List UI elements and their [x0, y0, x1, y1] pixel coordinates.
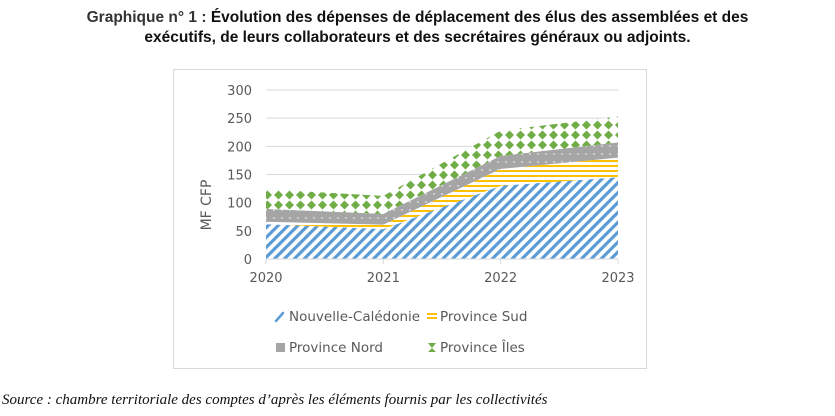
legend-label: Province Nord: [289, 340, 383, 356]
legend-label: Province Sud: [440, 309, 527, 325]
legend-item: Province Sud: [427, 309, 527, 325]
x-tick-label: 2023: [601, 271, 634, 286]
y-tick-label: 100: [227, 197, 252, 212]
y-tick-label: 300: [227, 84, 252, 99]
chart-title-line1: Évolution des dépenses de déplacement de…: [210, 9, 749, 26]
area-province-les: [266, 116, 618, 214]
chart-frame: 0 50 100 150 200 250 300 2020 2021 2022 2023 MF CF…: [173, 69, 647, 369]
y-axis-label: MF CFP: [199, 180, 215, 231]
chart-title-line2: exécutifs, de leurs collaborateurs et de…: [144, 29, 691, 46]
chart-title-lead: Graphique n° 1 :: [86, 9, 207, 26]
area-province-nord: [266, 142, 618, 225]
y-tick-label: 250: [227, 112, 252, 127]
axes: 0 50 100 150 200 250 300 2020 2021 2022 2023: [227, 84, 634, 286]
x-tick-label: 2021: [367, 271, 400, 286]
y-tick-label: 150: [227, 169, 252, 184]
legend-swatch-stripes-icon: [427, 313, 437, 315]
legend-item: Province Îles: [428, 338, 525, 356]
y-tick-label: 200: [227, 140, 252, 155]
y-tick-label: 0: [244, 253, 252, 268]
source-note: Source : chambre territoriale des compte…: [2, 392, 548, 408]
legend-item: Province Nord: [276, 340, 383, 356]
legend-label: Province Îles: [440, 338, 525, 356]
legend-swatch-diamond-icon: [428, 343, 436, 352]
stacked-area-chart: 0 50 100 150 200 250 300 2020 2021 2022 2023 MF CF…: [199, 84, 635, 356]
legend: Nouvelle-Calédonie Province Sud Province N…: [274, 309, 527, 356]
legend-item: Nouvelle-Calédonie: [274, 309, 420, 325]
area-province-sud: [266, 157, 618, 230]
legend-swatch-diagonal-icon: [274, 311, 285, 323]
legend-swatch-dots-icon: [276, 343, 285, 352]
area-series: [266, 116, 618, 259]
legend-label: Nouvelle-Calédonie: [289, 309, 420, 325]
chart-title: Graphique n° 1 : Évolution des dépenses …: [0, 8, 835, 48]
x-tick-label: 2022: [484, 271, 517, 286]
y-tick-label: 50: [235, 225, 252, 240]
x-tick-label: 2020: [249, 271, 282, 286]
area-nouvelle-cal-donie: [266, 177, 618, 259]
